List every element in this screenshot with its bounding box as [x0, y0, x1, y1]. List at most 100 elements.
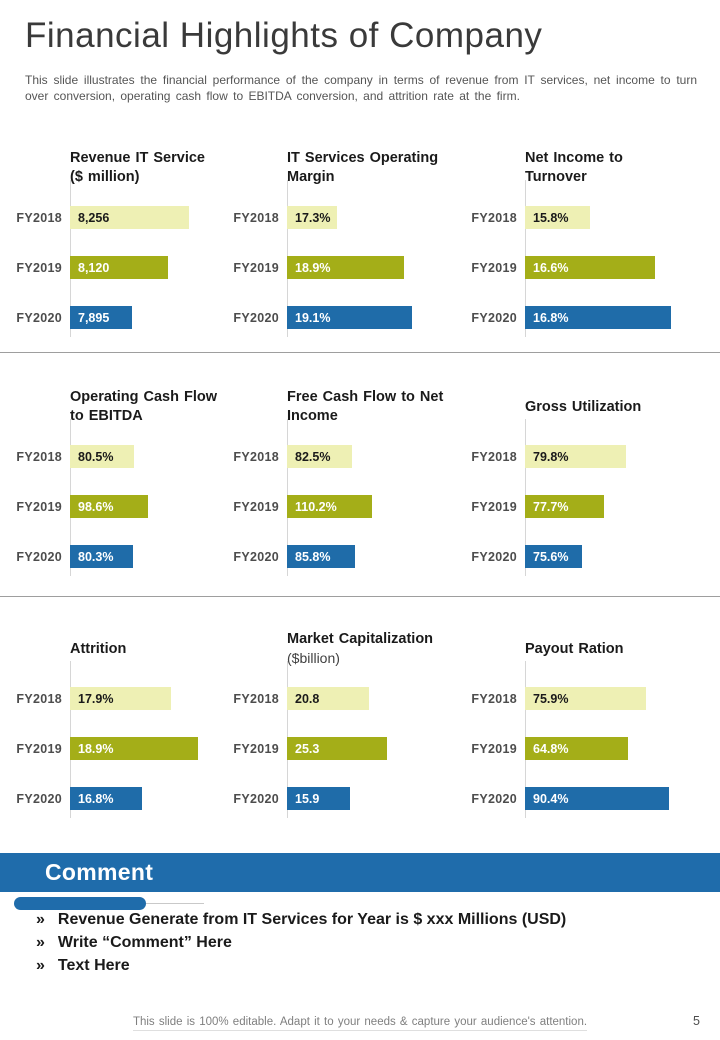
category-label: FY2020: [16, 549, 62, 564]
chart-row: FY2018 80.5%: [0, 445, 230, 468]
comment-bullet: » Text Here: [36, 954, 566, 977]
bar: 80.5%: [70, 445, 134, 468]
category-label: FY2019: [471, 741, 517, 756]
value-label: 25.3: [295, 741, 320, 756]
bar: 18.9%: [70, 737, 198, 760]
chart-title-box: IT Services Operating Margin: [287, 140, 447, 196]
bar-track: 20.8: [287, 687, 443, 710]
bar: 15.9: [287, 787, 350, 810]
chart-title-box: Attrition: [70, 621, 230, 677]
chart-title: Free Cash Flow to Net Income: [287, 389, 444, 424]
value-label: 8,120: [78, 260, 110, 275]
category-label: FY2018: [233, 691, 279, 706]
bar-track: 80.5%: [70, 445, 226, 468]
bullet-text: Write “Comment” Here: [57, 934, 232, 951]
bullet-text: Revenue Generate from IT Services for Ye…: [57, 911, 567, 928]
value-label: 15.9: [295, 791, 320, 806]
chart-title: Net Income to Turnover: [525, 150, 623, 185]
chart-title-box: Free Cash Flow to Net Income: [287, 379, 447, 435]
chart-row: FY2020 90.4%: [455, 787, 685, 810]
bar-chart-operating-cash-flow: Operating Cash Flow to EBITDA FY2018 80.5%…: [0, 379, 230, 576]
bar: 17.3%: [287, 206, 337, 229]
chart-row: FY2019 110.2%: [217, 495, 447, 518]
chart-title-box: Payout Ration: [525, 621, 685, 677]
bar-chart-gross-utilization: Gross Utilization FY2018 79.8% FY2019 77.7% F…: [455, 379, 685, 576]
value-label: 75.9%: [533, 691, 569, 706]
bar: 17.9%: [70, 687, 171, 710]
bar-track: 17.9%: [70, 687, 226, 710]
chart-title-box: Market Capitalization ($billion): [287, 621, 447, 677]
chart-row: FY2019 77.7%: [455, 495, 685, 518]
comment-accent-pill: [14, 897, 146, 910]
footer-note: This slide is 100% editable. Adapt it to…: [132, 1016, 588, 1031]
chart-title-box: Operating Cash Flow to EBITDA: [70, 379, 230, 435]
category-label: FY2020: [16, 310, 62, 325]
bar-track: 18.9%: [70, 737, 226, 760]
bar-track: 98.6%: [70, 495, 226, 518]
bar: 77.7%: [525, 495, 604, 518]
bar-track: 16.8%: [525, 306, 681, 329]
chart-row: FY2018 15.8%: [455, 206, 685, 229]
bar-chart-net-income-to-turnover: Net Income to Turnover FY2018 15.8% FY2019 1…: [455, 140, 685, 337]
value-label: 7,895: [78, 310, 110, 325]
footer: This slide is 100% editable. Adapt it to…: [0, 1012, 720, 1031]
category-label: FY2018: [233, 210, 279, 225]
bar-track: 16.6%: [525, 256, 681, 279]
value-label: 110.2%: [295, 499, 337, 514]
page-title: Financial Highlights of Company: [25, 16, 543, 55]
bar: 98.6%: [70, 495, 148, 518]
bar-chart-revenue-it-service: Revenue IT Service ($ million) FY2018 8,25…: [0, 140, 230, 337]
row-separator-1: [0, 352, 720, 353]
category-label: FY2020: [16, 791, 62, 806]
category-label: FY2018: [16, 449, 62, 464]
chart-row: FY2018 79.8%: [455, 445, 685, 468]
bar: 18.9%: [287, 256, 404, 279]
page-subtitle: This slide illustrates the financial per…: [25, 73, 697, 104]
category-label: FY2020: [471, 310, 517, 325]
bar-track: 64.8%: [525, 737, 681, 760]
bar-track: 15.9: [287, 787, 443, 810]
chart-row: FY2020 75.6%: [455, 545, 685, 568]
value-label: 16.6%: [533, 260, 569, 275]
category-label: FY2018: [471, 210, 517, 225]
value-label: 64.8%: [533, 741, 569, 756]
comment-bullet: » Write “Comment” Here: [36, 931, 566, 954]
category-label: FY2019: [16, 260, 62, 275]
comment-accent-line: [146, 903, 204, 904]
value-label: 8,256: [78, 210, 110, 225]
bar-track: 17.3%: [287, 206, 443, 229]
bar-track: 82.5%: [287, 445, 443, 468]
chart-title: IT Services Operating Margin: [287, 150, 439, 185]
value-label: 90.4%: [533, 791, 569, 806]
value-label: 18.9%: [78, 741, 114, 756]
bar-chart-attrition: Attrition FY2018 17.9% FY2019 18.9% FY2020 16.…: [0, 621, 230, 818]
bar-track: 75.9%: [525, 687, 681, 710]
chart-row: FY2019 98.6%: [0, 495, 230, 518]
bar: 79.8%: [525, 445, 626, 468]
bar: 85.8%: [287, 545, 355, 568]
value-label: 17.9%: [78, 691, 114, 706]
bullet-marker: »: [36, 911, 45, 928]
chart-title: Gross Utilization: [525, 398, 642, 415]
chart-plot-area: FY2018 80.5% FY2019 98.6% FY2020 80.3%: [0, 419, 230, 576]
bar: 90.4%: [525, 787, 669, 810]
bar: 8,120: [70, 256, 168, 279]
bar: 80.3%: [70, 545, 133, 568]
chart-plot-area: FY2018 17.3% FY2019 18.9% FY2020 19.1%: [217, 180, 447, 337]
bar: 64.8%: [525, 737, 628, 760]
bar-track: 77.7%: [525, 495, 681, 518]
chart-row: FY2019 18.9%: [0, 737, 230, 760]
chart-row: FY2018 82.5%: [217, 445, 447, 468]
chart-title: Market Capitalization ($billion): [287, 631, 434, 667]
chart-row: FY2019 25.3: [217, 737, 447, 760]
value-label: 20.8: [295, 691, 320, 706]
comment-bullet: » Revenue Generate from IT Services for Y…: [36, 908, 566, 931]
bar-track: 15.8%: [525, 206, 681, 229]
category-label: FY2019: [471, 260, 517, 275]
value-label: 17.3%: [295, 210, 331, 225]
value-label: 16.8%: [533, 310, 569, 325]
chart-plot-area: FY2018 82.5% FY2019 110.2% FY2020 85.8%: [217, 419, 447, 576]
comment-bullet-list: » Revenue Generate from IT Services for Y…: [36, 908, 566, 977]
page-number: 5: [693, 1014, 700, 1028]
chart-row: FY2020 19.1%: [217, 306, 447, 329]
